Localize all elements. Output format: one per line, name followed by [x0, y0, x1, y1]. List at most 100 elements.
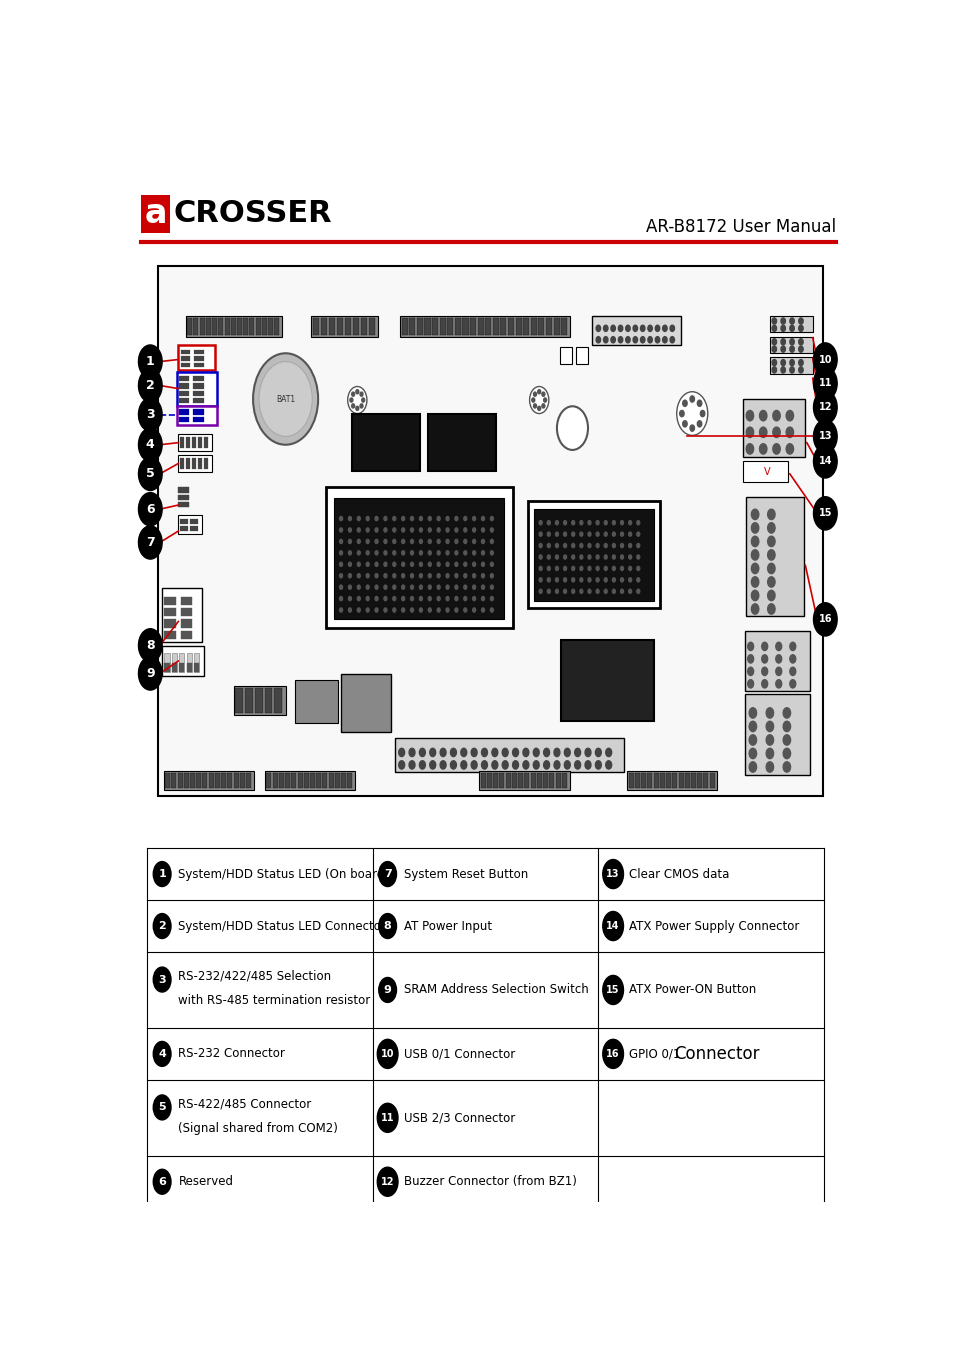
Circle shape — [428, 597, 431, 601]
Circle shape — [747, 667, 753, 675]
Circle shape — [455, 562, 457, 567]
Circle shape — [771, 339, 776, 346]
Circle shape — [603, 578, 607, 582]
Text: USB 0/1 Connector: USB 0/1 Connector — [403, 1048, 515, 1060]
Circle shape — [472, 517, 476, 521]
Circle shape — [419, 562, 422, 567]
Circle shape — [655, 336, 659, 343]
Circle shape — [436, 562, 439, 567]
Circle shape — [401, 585, 404, 589]
Circle shape — [366, 597, 369, 601]
Circle shape — [393, 574, 395, 578]
Circle shape — [393, 562, 395, 567]
Circle shape — [633, 336, 637, 343]
Circle shape — [555, 589, 558, 594]
Circle shape — [676, 392, 707, 436]
Circle shape — [563, 544, 566, 548]
FancyBboxPatch shape — [311, 316, 377, 336]
Circle shape — [747, 643, 753, 651]
Circle shape — [765, 734, 773, 745]
Circle shape — [538, 578, 541, 582]
Circle shape — [472, 562, 476, 567]
Text: 8: 8 — [146, 639, 154, 652]
FancyBboxPatch shape — [341, 675, 391, 732]
Circle shape — [463, 574, 466, 578]
FancyBboxPatch shape — [193, 398, 203, 404]
Circle shape — [574, 748, 580, 756]
Circle shape — [775, 643, 781, 651]
Circle shape — [455, 574, 457, 578]
Circle shape — [463, 597, 466, 601]
Circle shape — [751, 563, 758, 574]
Circle shape — [366, 517, 369, 521]
Circle shape — [543, 761, 549, 770]
FancyBboxPatch shape — [180, 525, 188, 531]
Text: 4: 4 — [146, 439, 154, 451]
FancyBboxPatch shape — [193, 363, 203, 367]
Circle shape — [596, 544, 598, 548]
Circle shape — [771, 367, 776, 373]
Text: (Signal shared from COM2): (Signal shared from COM2) — [178, 1122, 338, 1135]
Circle shape — [138, 493, 162, 525]
Circle shape — [410, 551, 413, 555]
FancyBboxPatch shape — [209, 774, 213, 788]
Circle shape — [481, 748, 487, 756]
Circle shape — [772, 410, 780, 421]
Circle shape — [352, 404, 355, 408]
Circle shape — [463, 562, 466, 567]
Circle shape — [584, 761, 590, 770]
FancyBboxPatch shape — [297, 774, 302, 788]
FancyBboxPatch shape — [741, 462, 787, 482]
Circle shape — [564, 761, 570, 770]
Circle shape — [490, 540, 493, 544]
FancyBboxPatch shape — [180, 620, 193, 628]
FancyBboxPatch shape — [322, 774, 327, 788]
FancyBboxPatch shape — [203, 437, 208, 448]
Circle shape — [798, 325, 802, 332]
Circle shape — [436, 608, 439, 612]
Circle shape — [767, 536, 774, 547]
FancyBboxPatch shape — [164, 630, 176, 639]
FancyBboxPatch shape — [190, 525, 198, 531]
Circle shape — [798, 346, 802, 352]
Circle shape — [603, 567, 607, 571]
FancyBboxPatch shape — [702, 774, 708, 788]
FancyBboxPatch shape — [537, 319, 544, 335]
Circle shape — [401, 597, 404, 601]
Circle shape — [383, 608, 387, 612]
Circle shape — [533, 392, 536, 397]
FancyBboxPatch shape — [285, 774, 290, 788]
Circle shape — [789, 367, 794, 373]
Circle shape — [481, 585, 484, 589]
FancyBboxPatch shape — [530, 774, 535, 788]
FancyBboxPatch shape — [530, 319, 537, 335]
Circle shape — [463, 585, 466, 589]
Circle shape — [603, 532, 607, 536]
Circle shape — [357, 540, 360, 544]
Circle shape — [375, 585, 377, 589]
Circle shape — [782, 707, 790, 718]
FancyBboxPatch shape — [517, 774, 522, 788]
FancyBboxPatch shape — [432, 319, 437, 335]
Circle shape — [619, 578, 623, 582]
Circle shape — [765, 748, 773, 759]
Circle shape — [361, 398, 364, 402]
FancyBboxPatch shape — [172, 663, 176, 672]
Circle shape — [366, 528, 369, 532]
Text: 15: 15 — [606, 986, 619, 995]
FancyBboxPatch shape — [187, 663, 192, 672]
Text: 10: 10 — [380, 1049, 394, 1058]
Circle shape — [366, 585, 369, 589]
FancyBboxPatch shape — [224, 319, 230, 335]
FancyBboxPatch shape — [214, 774, 220, 788]
FancyBboxPatch shape — [255, 319, 260, 335]
Circle shape — [628, 521, 631, 525]
Circle shape — [636, 532, 639, 536]
Circle shape — [619, 532, 623, 536]
FancyBboxPatch shape — [769, 336, 812, 354]
Circle shape — [781, 339, 784, 346]
Circle shape — [383, 540, 387, 544]
Circle shape — [602, 860, 623, 888]
Circle shape — [781, 359, 784, 366]
Circle shape — [789, 325, 794, 332]
